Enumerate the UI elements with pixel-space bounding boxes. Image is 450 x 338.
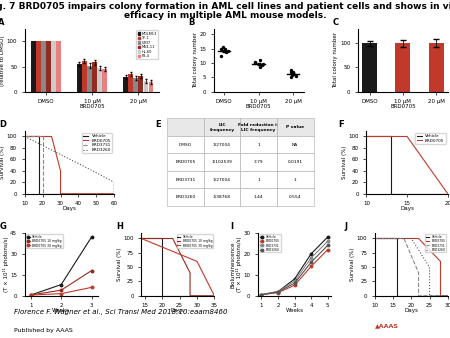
- Bar: [41, 41, 46, 92]
- Text: ▲AAAS: ▲AAAS: [375, 323, 399, 328]
- Point: [218, 53, 225, 58]
- Text: I: I: [230, 222, 234, 231]
- X-axis label: BRD0705: BRD0705: [79, 104, 105, 110]
- Legend: Vehicle, BRD0705, BRD3731, BRD3260: Vehicle, BRD0705, BRD3731, BRD3260: [260, 234, 280, 252]
- Point: [287, 69, 294, 74]
- Y-axis label: Survival (%): Survival (%): [342, 146, 347, 179]
- Bar: [87, 66, 92, 92]
- Bar: [144, 81, 148, 92]
- Text: Translational: Translational: [361, 314, 413, 320]
- X-axis label: Days: Days: [63, 207, 76, 211]
- Point: [288, 72, 295, 77]
- Bar: [133, 78, 138, 92]
- Bar: [97, 68, 102, 92]
- Y-axis label: Bioluminescence
(T × 10¹¹ photons/s): Bioluminescence (T × 10¹¹ photons/s): [230, 237, 242, 292]
- Point: [287, 68, 294, 73]
- Y-axis label: Survival (%): Survival (%): [0, 146, 5, 179]
- Bar: [362, 43, 377, 92]
- Text: C: C: [333, 18, 339, 27]
- Y-axis label: Survival (%): Survival (%): [117, 247, 122, 281]
- Point: [224, 48, 231, 54]
- Legend: MOLM13, TF-1, U937, MV4-11, HL-60, P8-4: MOLM13, TF-1, U937, MV4-11, HL-60, P8-4: [136, 30, 158, 59]
- Y-axis label: Survival (%): Survival (%): [350, 247, 356, 281]
- X-axis label: BRD0705: BRD0705: [246, 104, 271, 110]
- Point: [292, 73, 300, 79]
- Bar: [139, 76, 143, 92]
- Text: J: J: [344, 222, 347, 231]
- Y-axis label: Total colony number: Total colony number: [333, 32, 338, 88]
- Bar: [123, 77, 128, 92]
- Bar: [429, 43, 444, 92]
- Text: Florence F. Wagner et al., Sci Transl Med 2018;10:eaam8460: Florence F. Wagner et al., Sci Transl Me…: [14, 309, 227, 315]
- Point: [222, 49, 230, 55]
- Y-axis label: Total colony number: Total colony number: [193, 32, 198, 88]
- Bar: [31, 41, 36, 92]
- Point: [220, 45, 227, 50]
- Bar: [128, 74, 133, 92]
- Bar: [396, 43, 410, 92]
- Text: Fig. 7 BRD0705 impairs colony formation in AML cell lines and patient cells and : Fig. 7 BRD0705 impairs colony formation …: [0, 2, 450, 11]
- Bar: [148, 82, 153, 92]
- Text: efficacy in multiple AML mouse models.: efficacy in multiple AML mouse models.: [124, 11, 326, 20]
- Point: [221, 46, 229, 51]
- Text: E: E: [155, 120, 161, 129]
- Legend: Vehicle, BRD0705 10 mg/kg, BRD0705 30 mg/kg: Vehicle, BRD0705 10 mg/kg, BRD0705 30 mg…: [26, 234, 63, 248]
- Point: [259, 61, 266, 66]
- Point: [256, 57, 263, 63]
- Text: H: H: [116, 222, 123, 231]
- Point: [251, 61, 258, 66]
- Bar: [92, 63, 97, 92]
- X-axis label: BRD0705: BRD0705: [390, 104, 416, 110]
- Bar: [56, 41, 61, 92]
- Legend: Vehicle, BRD0705, BRD3731, BRD3260: Vehicle, BRD0705, BRD3731, BRD3260: [82, 133, 112, 153]
- Bar: [77, 64, 82, 92]
- X-axis label: Days: Days: [405, 308, 418, 313]
- Legend: Vehicle, BRD0705: Vehicle, BRD0705: [415, 133, 446, 144]
- Point: [287, 75, 294, 80]
- Text: Medicine: Medicine: [369, 321, 405, 328]
- Point: [257, 65, 264, 70]
- Point: [218, 47, 225, 52]
- Text: Science: Science: [378, 307, 396, 312]
- Bar: [103, 69, 107, 92]
- Point: [258, 63, 265, 68]
- Y-axis label: Colony number
(relative to DMSO): Colony number (relative to DMSO): [0, 35, 5, 86]
- Text: A: A: [0, 18, 4, 27]
- Text: G: G: [0, 222, 6, 231]
- Text: F: F: [338, 120, 343, 129]
- Bar: [82, 62, 87, 92]
- Bar: [51, 41, 56, 92]
- Legend: Vehicle, BRD0705 10 mg/kg, BRD0705 30 mg/kg: Vehicle, BRD0705 10 mg/kg, BRD0705 30 mg…: [176, 234, 213, 248]
- X-axis label: Days: Days: [171, 308, 185, 313]
- Point: [252, 59, 259, 64]
- Text: Published by AAAS: Published by AAAS: [14, 328, 72, 333]
- Point: [290, 70, 297, 75]
- X-axis label: Weeks: Weeks: [286, 308, 304, 313]
- Text: D: D: [0, 120, 7, 129]
- X-axis label: Weeks: Weeks: [52, 308, 70, 313]
- Bar: [46, 41, 51, 92]
- Bar: [36, 41, 40, 92]
- Text: B: B: [189, 18, 195, 27]
- X-axis label: Days: Days: [400, 207, 414, 211]
- Y-axis label: Bioluminescence
(T × 10¹¹ photons/s): Bioluminescence (T × 10¹¹ photons/s): [0, 237, 9, 292]
- Legend: Vehicle, BRD0705, BRD3731, BRD3260: Vehicle, BRD0705, BRD3731, BRD3260: [425, 234, 446, 252]
